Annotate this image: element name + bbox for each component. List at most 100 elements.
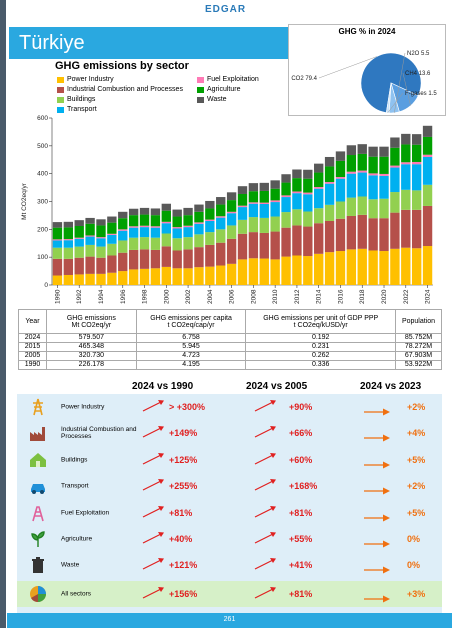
bar-segment [411, 190, 422, 210]
bar-segment [128, 215, 139, 227]
legend-label: Fuel Exploitation [207, 76, 259, 83]
legend-item: Transport [57, 106, 97, 113]
sector-name: Waste [61, 561, 80, 569]
bar-segment [379, 156, 389, 174]
trend-arrow [253, 399, 279, 418]
comparison-header-2005: 2024 vs 2005 [246, 381, 308, 392]
bar-segment [128, 237, 139, 250]
change-vs-2005: +41% [289, 560, 313, 571]
bar-segment [237, 205, 248, 208]
bar-segment [139, 207, 150, 215]
trend-arrow [141, 557, 167, 576]
left-edge-bar [0, 0, 6, 628]
car-icon [29, 477, 47, 495]
table-header: GHG emissions per capita t CO2eq/cap/yr [135, 309, 247, 334]
trend-arrow [363, 403, 391, 421]
table-cell: 2015 [18, 342, 47, 352]
trend-arrow [253, 425, 279, 444]
table-cell: 78.272M [395, 342, 442, 352]
legend-item: Fuel Exploitation [197, 76, 259, 83]
bar-segment [161, 223, 171, 234]
bar-segment [335, 178, 346, 202]
up-arrow-icon [142, 479, 164, 491]
bar-segment [411, 164, 422, 191]
pie-label-n2o: N2O 5.5 [407, 51, 430, 57]
bar-segment [335, 151, 346, 161]
y-axis-label: Mt CO2eq/yr [21, 182, 28, 220]
change-vs-2023: 0% [407, 534, 421, 544]
bar-segment [150, 237, 161, 250]
up-arrow-icon [142, 586, 164, 599]
bar-segment [63, 221, 74, 228]
bar-segment [270, 202, 280, 217]
up-arrow-icon [254, 586, 276, 599]
bar-segment [368, 173, 378, 176]
trash-bin-icon [29, 556, 47, 574]
bar-segment [216, 217, 226, 230]
trend-arrow [253, 478, 279, 497]
x-tick-label: 2008 [250, 289, 257, 304]
bar-segment [150, 215, 161, 227]
sector-name: Industrial Combustion and Processes [61, 426, 137, 441]
bar-segment [422, 156, 433, 185]
bar-segment [52, 227, 63, 240]
bar-segment [335, 218, 346, 252]
table-cell: 2005 [18, 351, 47, 361]
up-arrow-icon [142, 426, 164, 438]
bar-segment [183, 227, 193, 238]
bar-segment [357, 153, 367, 171]
bar-segment [194, 211, 204, 223]
bar-segment [292, 209, 302, 226]
bar-segment [259, 190, 269, 203]
pie-chart: CO2 79.4 CH4 13.6 N2O 5.5 F-gases 1.5 [291, 51, 437, 114]
bar-segment [314, 223, 324, 254]
bar-segment [281, 195, 291, 198]
bar-segment [226, 225, 237, 239]
bar-segment [107, 234, 117, 244]
change-vs-2023: +5% [407, 454, 426, 465]
bar-segment [205, 200, 215, 209]
bar-segment [270, 259, 280, 285]
change-vs-2005: +81% [289, 588, 313, 599]
comparison-header-2023: 2024 vs 2023 [360, 381, 422, 392]
factory-icon [29, 424, 47, 442]
bar-segment [194, 234, 204, 248]
bar-segment [324, 183, 335, 205]
table-cell: 67.903M [395, 351, 442, 361]
bar-segment [205, 244, 215, 267]
bar-segment [281, 256, 291, 285]
table-cell: 320.730 [45, 351, 137, 361]
change-vs-1990: +81% [169, 507, 193, 518]
bar-segment [118, 218, 128, 230]
pie-chart-icon [29, 585, 47, 603]
legend-swatch [57, 86, 64, 93]
right-arrow-icon [364, 487, 390, 495]
bar-segment [63, 274, 74, 285]
bar-segment [150, 227, 161, 238]
table-cell: 1990 [18, 360, 47, 370]
trend-arrow [253, 531, 279, 550]
bar-segment [150, 268, 161, 285]
bar-segment [74, 257, 84, 275]
bar-segment [118, 230, 128, 241]
trend-arrow [141, 505, 167, 524]
bar-segment [411, 161, 422, 165]
bar-segment [85, 273, 95, 285]
bar-segment [346, 171, 357, 174]
up-arrow-icon [254, 452, 276, 465]
oil-rig-icon [29, 504, 47, 522]
table-cell: 465.348 [45, 342, 137, 352]
bar-segment [390, 192, 400, 213]
up-arrow-icon [142, 558, 164, 570]
bar-segment [346, 197, 357, 216]
pie-leader-line [318, 56, 377, 79]
bar-segment [401, 209, 411, 248]
table-cell: 0.336 [245, 360, 396, 370]
bar-segment [270, 231, 280, 260]
bar-segment [368, 156, 378, 174]
bar-segment [379, 251, 389, 285]
bar-segment [292, 193, 302, 210]
bar-segment [107, 243, 117, 256]
bar-segment [368, 199, 378, 219]
stats-table: Year GHG emissions Mt CO2eq/yr GHG emission… [18, 309, 442, 370]
